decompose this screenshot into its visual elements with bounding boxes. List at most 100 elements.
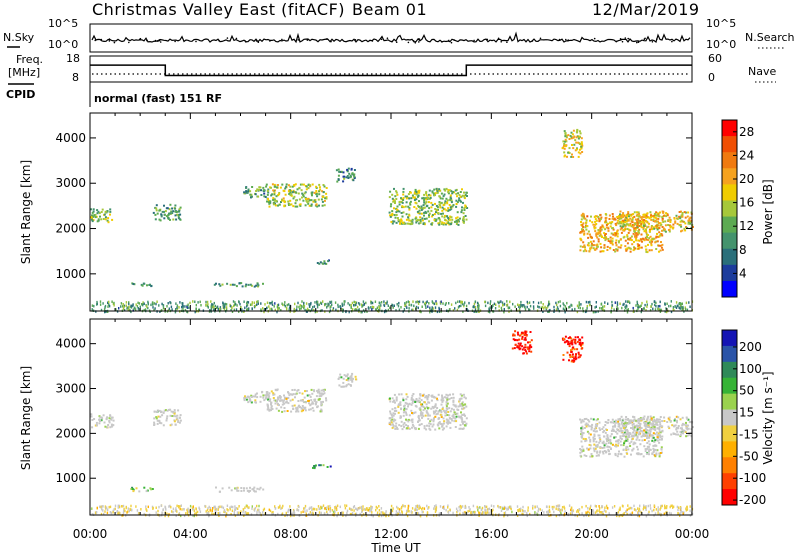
nsearch-point [255,40,258,42]
velocity-echo-cell [643,506,645,509]
velocity-echo-cell [548,508,551,512]
power-echo-cell [165,215,168,218]
velocity-echo-cell [571,343,574,346]
power-echo-cell [298,186,301,189]
velocity-echo-cell [362,508,364,511]
power-echo-cell [578,130,581,133]
power-echo-cell [638,244,641,247]
velocity-echo-cell [404,401,407,404]
velocity-echo-cell [256,512,258,516]
velocity-echo-cell [588,443,591,446]
velocity-echo-cell [603,429,606,432]
power-echo-cell [420,310,422,314]
velocity-echo-cell [546,510,548,514]
power-echo-cell [433,219,436,221]
velocity-echo-cell [339,505,341,509]
power-echo-cell [426,204,429,207]
velocity-echo-cell [613,436,616,439]
power-echo-cell [580,214,583,217]
velocity-echo-cell [347,377,350,380]
velocity-echo-cell [457,405,460,408]
nsearch-point [369,39,371,42]
velocity-echo-cell [262,488,265,491]
power-echo-cell [219,308,222,311]
power-echo-cell [378,306,380,309]
nsearch-point [108,40,111,42]
power-echo-cell [302,305,304,308]
velocity-echo-cell [599,507,601,510]
power-echo-cell [219,307,221,311]
power-echo-cell [460,211,463,214]
power-echo-cell [337,178,340,181]
power-echo-cell [159,219,162,222]
power-echo-cell [595,301,597,304]
power-echo-cell [288,306,291,310]
velocity-echo-cell [455,507,458,511]
velocity-echo-cell [512,334,514,337]
power-echo-cell [465,218,468,221]
velocity-echo-cell [528,347,531,350]
power-echo-cell [425,192,428,195]
power-echo-cell [247,190,250,193]
velocity-echo-cell [617,511,620,514]
velocity-echo-cell [304,390,306,393]
velocity-echo-cell [644,434,647,437]
power-echo-cell [400,212,403,214]
velocity-echo-cell [517,345,520,348]
velocity-echo-cell [181,508,183,511]
velocity-echo-cell [446,398,449,401]
power-echo-cell [307,197,310,200]
velocity-echo-cell [619,435,622,438]
velocity-echo-cell [329,507,332,510]
power-echo-cell [287,190,290,193]
power-echo-cell [555,301,557,305]
power-echo-cell [598,220,601,223]
velocity-echo-cell [506,508,508,511]
velocity-echo-cell [287,402,290,405]
velocity-echo-cell [145,490,148,493]
velocity-echo-cell [262,394,265,397]
power-echo-cell [498,305,500,308]
velocity-echo-cell [291,404,294,407]
velocity-echo-cell [151,488,154,490]
power-echo-cell [626,308,628,312]
velocity-echo-cell [441,428,444,431]
velocity-echo-cell [161,414,164,417]
nsearch-tick-low: 10^0 [706,38,737,51]
velocity-echo-cell [668,511,671,515]
velocity-echo-cell [138,512,140,515]
power-echo-cell [456,216,459,219]
power-echo-cell [419,220,422,223]
power-echo-cell [595,234,598,237]
power-echo-cell [636,226,639,229]
velocity-echo-cell [253,486,256,489]
velocity-echo-cell [166,512,168,515]
velocity-echo-cell [155,417,158,420]
velocity-echo-cell [608,450,610,453]
velocity-echo-cell [548,505,551,508]
power-echo-cell [159,310,161,313]
velocity-echo-cell [583,427,586,429]
power-echo-cell [402,211,405,214]
power-echo-cell [354,304,356,307]
velocity-echo-cell [248,506,250,509]
velocity-echo-cell [626,438,629,441]
power-echo-cell [686,227,689,229]
power-echo-cell [289,191,292,194]
power-echo-cell [612,249,615,251]
velocity-echo-cell [625,428,628,431]
velocity-echo-cell [153,410,156,413]
power-echo-cell [502,304,504,307]
velocity-echo-cell [165,419,168,422]
power-echo-cell [629,224,632,227]
power-echo-cell [630,235,633,238]
power-echo-cell [293,310,295,313]
velocity-echo-cell [477,506,479,510]
power-echo-cell [304,308,306,312]
velocity-echo-cell [579,354,582,357]
velocity-echo-cell [580,440,583,443]
nsearch-point [128,41,130,44]
power-echo-cell [683,211,686,214]
velocity-echo-cell [91,419,94,421]
power-echo-cell [396,208,398,211]
